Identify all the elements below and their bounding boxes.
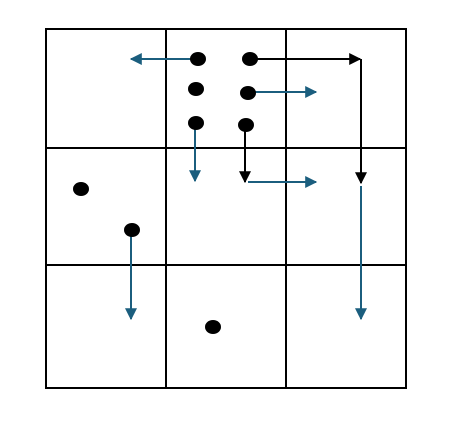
dot xyxy=(188,116,204,130)
dot xyxy=(124,223,140,237)
arrows xyxy=(125,53,367,321)
dot xyxy=(205,320,221,334)
grid xyxy=(45,28,407,389)
dots xyxy=(73,52,258,334)
dot xyxy=(238,118,254,132)
dot xyxy=(240,86,256,100)
dot xyxy=(188,82,204,96)
dot xyxy=(190,52,206,66)
dot xyxy=(73,182,89,196)
dot xyxy=(242,52,258,66)
grid-border xyxy=(45,28,407,389)
